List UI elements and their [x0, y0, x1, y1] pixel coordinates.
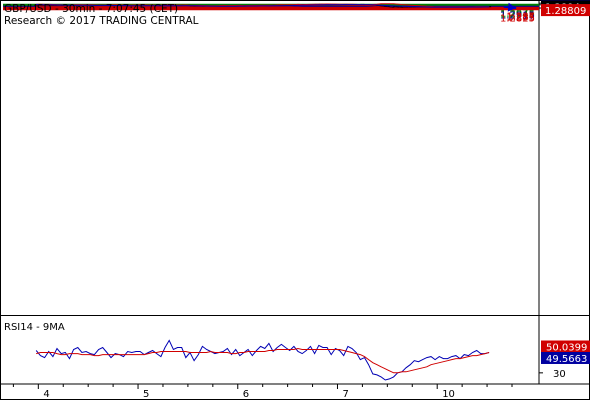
level-label: 1.2975 — [500, 9, 535, 20]
rsi-badge — [541, 351, 590, 364]
x-tick-label: 10 — [442, 389, 455, 400]
x-tick-label: 5 — [143, 389, 149, 400]
rsi-ma-line — [36, 347, 490, 374]
rsi-badge — [541, 340, 590, 353]
lower-bollinger-band — [36, 4, 490, 9]
level-label: 1.2945 — [500, 10, 535, 21]
x-tick-label: 6 — [243, 389, 249, 400]
x-tick-label: 7 — [342, 389, 348, 400]
chart-title: GBP/USD - 30min - 7:07:45 (CET) — [4, 3, 178, 15]
rsi-line — [35, 339, 490, 381]
level-label: 1.285 — [506, 13, 535, 24]
level-label: 1.2825 — [500, 14, 535, 25]
rsi-panel-title: RSI14 - 9MA — [4, 322, 65, 333]
level-label: 1.287 — [506, 12, 535, 23]
x-tick-label: 4 — [43, 389, 49, 400]
moving-average-line — [36, 4, 490, 8]
forecast-arrow-head — [507, 2, 517, 12]
level-label: 1.2915 — [500, 11, 535, 22]
rsi-badge-label: 49.5663 — [546, 354, 587, 365]
price-badge — [541, 4, 590, 17]
rsi-y-tick-label: 30 — [553, 369, 566, 380]
upper-bollinger-band — [36, 3, 490, 8]
rsi-badge-label: 50.0399 — [546, 342, 587, 353]
price-badge-label: 1.28809 — [545, 6, 586, 17]
copyright-text: Research © 2017 TRADING CENTRAL — [4, 15, 199, 27]
